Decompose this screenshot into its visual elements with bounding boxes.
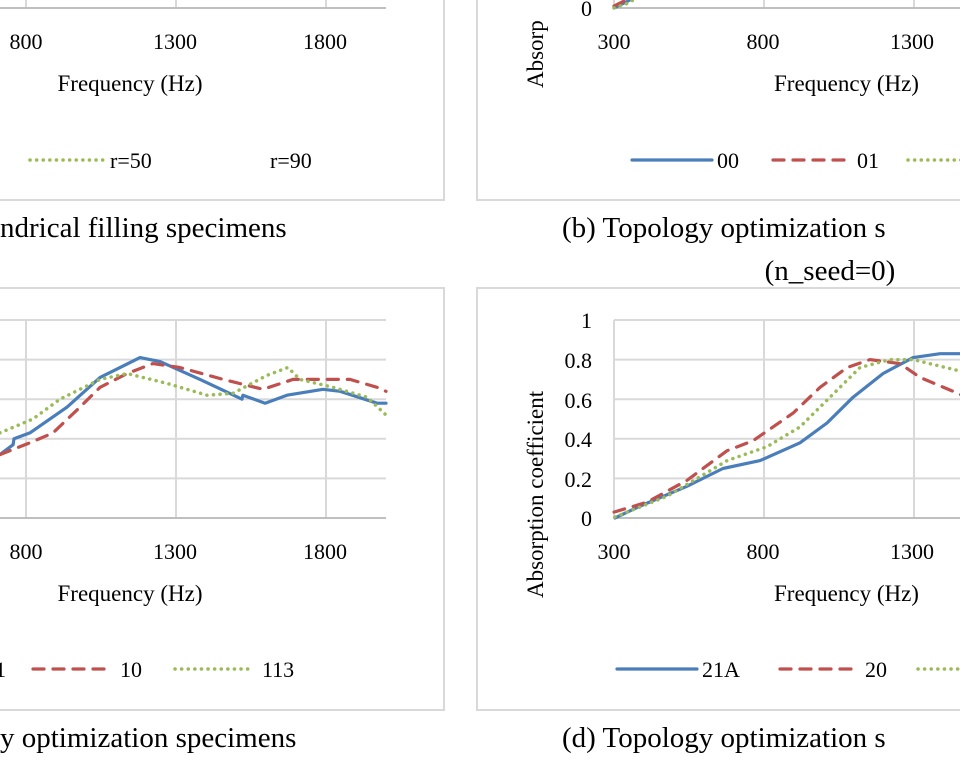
- chart-a-xtick: 1800: [303, 29, 347, 54]
- chart-d-ytick: 1: [581, 308, 592, 333]
- caption-d: (d) Topology optimization s: [562, 722, 886, 754]
- chart-c-xtick: 1300: [153, 539, 197, 564]
- chart-a-xlabel: Frequency (Hz): [58, 71, 203, 96]
- chart-a-legend-label: r=90: [270, 148, 312, 173]
- chart-b-legend-label: 01: [857, 148, 879, 173]
- chart-a-legend-label: r=50: [110, 148, 152, 173]
- panel-c-frame: [0, 287, 445, 711]
- chart-b-series-s2: [612, 0, 637, 10]
- chart-b-xtick: 1300: [890, 29, 934, 54]
- chart-d-xlabel: Frequency (Hz): [774, 581, 919, 606]
- chart-d-series-20: [612, 358, 960, 514]
- chart-d-xtick: 300: [598, 539, 631, 564]
- chart-c-xtick: 800: [10, 539, 43, 564]
- chart-d-xtick: 1300: [890, 539, 934, 564]
- chart-d-ylabel: Absorption coefficient: [523, 390, 548, 598]
- chart-d-ytick: 0: [581, 506, 592, 531]
- caption-b-line2: (n_seed=0): [765, 255, 896, 287]
- chart-d-legend-label: 20: [865, 657, 887, 682]
- caption-a: ndrical filling specimens: [0, 212, 287, 244]
- chart-d-ytick: 0.2: [565, 467, 593, 492]
- caption-b: (b) Topology optimization s: [562, 212, 886, 244]
- chart-c-series-1: [0, 356, 388, 457]
- chart-c-xtick: 1800: [303, 539, 347, 564]
- chart-a-xtick: 800: [10, 29, 43, 54]
- chart-a-xtick: 1300: [153, 29, 197, 54]
- chart-b-legend-label: 00: [717, 148, 739, 173]
- chart-b-ylabel: Absorp: [523, 20, 548, 88]
- chart-c-legend-label: 113: [262, 657, 294, 682]
- panel-a-frame: [0, 0, 445, 201]
- chart-d-ytick: 0.8: [565, 348, 593, 373]
- chart-c-xlabel: Frequency (Hz): [58, 581, 203, 606]
- chart-b-xtick: 800: [747, 29, 780, 54]
- chart-c-legend-label: 1: [0, 657, 6, 682]
- chart-d-xtick: 800: [747, 539, 780, 564]
- chart-d-ytick: 0.4: [565, 427, 593, 452]
- chart-d-legend-label: 21A: [702, 657, 740, 682]
- chart-c-series-113: [0, 365, 388, 435]
- caption-c: y optimization specimens: [0, 722, 296, 754]
- chart-b-series-01: [612, 0, 630, 8]
- chart-b-xlabel: Frequency (Hz): [774, 71, 919, 96]
- chart-b-ytick: 0: [581, 0, 592, 21]
- chart-d-ytick: 0.6: [565, 388, 593, 413]
- chart-c-legend-label: 10: [120, 657, 142, 682]
- chart-d-series-21A: [613, 352, 960, 520]
- panel-b-frame: [476, 0, 960, 201]
- panel-d-frame: [476, 287, 960, 711]
- chart-c-series-10: [0, 362, 388, 457]
- chart-b-xtick: 300: [598, 29, 631, 54]
- chart-d-series-s2: [613, 357, 960, 519]
